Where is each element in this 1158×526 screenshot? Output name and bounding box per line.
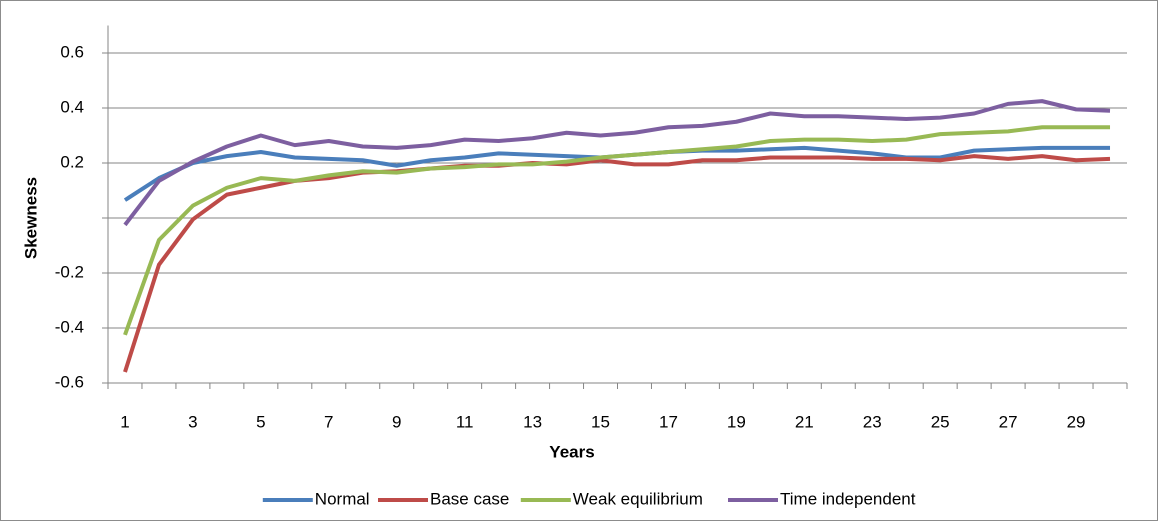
x-tick-label: 25: [931, 412, 950, 431]
y-tick-label: 0.2: [60, 152, 84, 171]
x-tick-label: 9: [392, 412, 401, 431]
x-axis-title: Years: [549, 442, 594, 461]
legend-label: Normal: [315, 489, 370, 508]
y-tick-label: -0.6: [55, 372, 84, 391]
x-tick-label: 13: [523, 412, 542, 431]
y-tick-label: -0.2: [55, 262, 84, 281]
series-line: [123, 125, 1111, 336]
y-axis-title: Skewness: [21, 177, 40, 259]
legend-label: Base case: [430, 489, 509, 508]
x-tick-label: 21: [795, 412, 814, 431]
series-line: [123, 99, 1111, 227]
legend-label: Time independent: [780, 489, 916, 508]
y-tick-label: -0.4: [55, 317, 84, 336]
x-tick-label: 23: [863, 412, 882, 431]
x-tick-label: 29: [1067, 412, 1086, 431]
x-tick-label: 1: [120, 412, 129, 431]
y-tick-label: 0.6: [60, 42, 84, 61]
x-tick-label: 5: [256, 412, 265, 431]
x-tick-label: 15: [591, 412, 610, 431]
x-tick-label: 27: [999, 412, 1018, 431]
x-tick-label: 11: [456, 412, 474, 431]
legend-label: Weak equilibrium: [573, 489, 703, 508]
x-tick-label: 19: [727, 412, 746, 431]
x-tick-label: 3: [188, 412, 197, 431]
y-tick-label: 0.4: [60, 97, 84, 116]
x-tick-label: 7: [324, 412, 333, 431]
x-tick-label: 17: [659, 412, 678, 431]
